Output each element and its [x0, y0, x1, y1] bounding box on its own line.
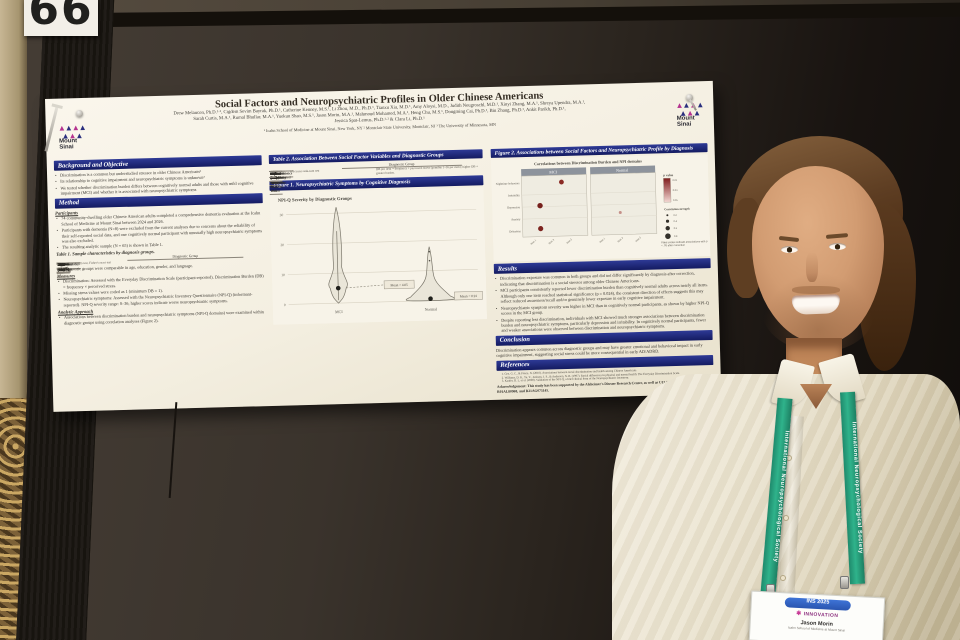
svg-text:Depression: Depression — [507, 206, 521, 210]
conference-badge: INS 2025 ✱ INNOVATION Jason Morin Icahn … — [748, 590, 886, 640]
svg-text:MCI: MCI — [335, 309, 343, 314]
poster-column-middle: Table 2. Association Between Social Fact… — [268, 147, 490, 401]
pushpin-icon — [76, 110, 83, 117]
participants-bullets: 74 community-dwelling older Chinese Amer… — [55, 210, 264, 250]
svg-text:0: 0 — [284, 303, 286, 307]
mustache — [792, 286, 840, 294]
shirt-button — [783, 515, 789, 521]
nose — [806, 252, 818, 282]
eye — [781, 246, 798, 253]
background-bullets: Discrimination is a common but understud… — [54, 167, 263, 196]
svg-text:0.01: 0.01 — [672, 179, 677, 182]
svg-text:30: 30 — [280, 213, 284, 217]
poster-header: Social Factors and Neuropsychiatric Prof… — [91, 87, 668, 138]
person-face — [752, 166, 884, 344]
svg-text:Anxiety: Anxiety — [511, 218, 521, 222]
poster-number: 66 — [28, 0, 94, 35]
svg-text:0.4: 0.4 — [674, 220, 678, 223]
research-poster: Social Factors and Neuropsychiatric Prof… — [45, 80, 722, 412]
figure2-dot-chart: Correlations between Discrimination Burd… — [490, 154, 711, 263]
svg-text:item 1: item 1 — [599, 237, 607, 244]
svg-text:item 3: item 3 — [548, 239, 556, 246]
svg-text:MCI: MCI — [549, 170, 557, 175]
svg-text:item 1: item 1 — [530, 239, 538, 246]
svg-text:Correlation strength: Correlation strength — [664, 207, 690, 212]
svg-text:0.6: 0.6 — [674, 227, 678, 230]
venue-wall — [0, 0, 27, 420]
svg-text:0.03: 0.03 — [673, 189, 678, 192]
svg-text:Correlations between Discrimin: Correlations between Discrimination Burd… — [534, 159, 642, 167]
measures-bullets: Discrimination: Assessed with the Everyd… — [57, 273, 266, 308]
hanging-string — [168, 402, 177, 498]
poster-number-card: 66 — [24, 0, 98, 36]
svg-text:0.8: 0.8 — [674, 235, 678, 238]
svg-text:p value: p value — [663, 174, 674, 178]
svg-text:NPI-Q Severity by Diagnostic G: NPI-Q Severity by Diagnostic Groups — [278, 195, 352, 202]
svg-text:Mean = 4.05: Mean = 4.05 — [390, 283, 408, 287]
pushpin-icon — [686, 94, 693, 101]
svg-text:Nighttime behaviors: Nighttime behaviors — [496, 182, 521, 187]
shirt-button — [780, 575, 786, 581]
svg-text:0.05: 0.05 — [673, 199, 678, 202]
badge-event: INS 2025 — [784, 597, 852, 611]
svg-text:0.2: 0.2 — [673, 214, 677, 217]
svg-text:Normal: Normal — [616, 168, 629, 173]
svg-text:item 5: item 5 — [635, 236, 643, 243]
poster-column-right: Figure 2. Associations between Social Fa… — [490, 141, 714, 395]
table2-footnote-right: DB per item = frequency × perceived stre… — [375, 164, 479, 176]
svg-text:item 3: item 3 — [617, 237, 625, 244]
violin-mci — [328, 206, 348, 304]
mount-sinai-logo-right: ▲▲▲▲ ▲▲▲ Mount Sinai — [669, 99, 710, 129]
svg-text:item 5: item 5 — [566, 238, 574, 245]
eye — [829, 243, 846, 250]
svg-text:Mean = 0.91: Mean = 0.91 — [460, 294, 478, 298]
lanyard-clip — [840, 576, 849, 589]
mount-sinai-logo-left: ▲▲▲▲ ▲▲▲ Mount Sinai — [52, 122, 93, 152]
svg-text:10: 10 — [281, 273, 285, 277]
svg-text:Delusions: Delusions — [509, 230, 522, 234]
svg-text:20: 20 — [280, 243, 284, 247]
svg-text:Irritability: Irritability — [508, 194, 521, 198]
results-bullets: Discrimination exposure was common in bo… — [494, 271, 712, 334]
figure1-violin-chart: NPI-Q Severity by Diagnostic Groups 30 2… — [269, 186, 488, 325]
svg-text:Normal: Normal — [425, 306, 438, 311]
poster-column-left: Background and Objective Discrimination … — [53, 153, 269, 407]
